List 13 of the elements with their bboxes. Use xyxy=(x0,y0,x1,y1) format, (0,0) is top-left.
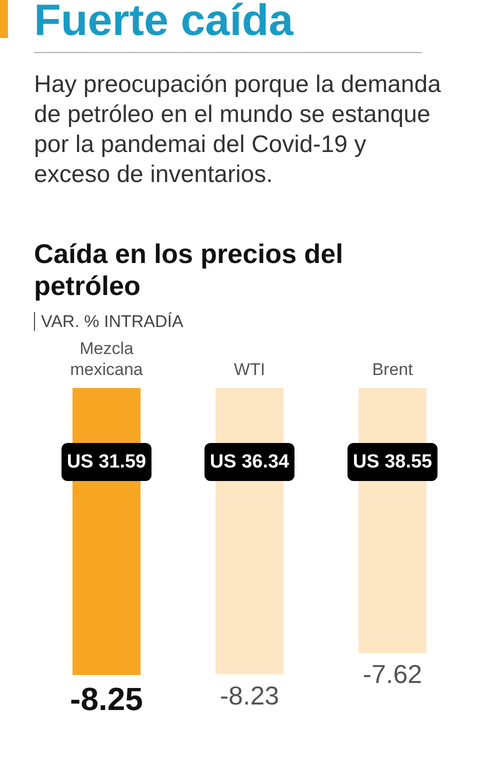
text: Caída en los precios del petróleo xyxy=(34,238,344,302)
data-label: -8.25 xyxy=(70,681,143,717)
chart-title: Fuerte caída xyxy=(34,0,294,46)
annotation: US 36.34 xyxy=(210,452,290,472)
x-tick-label: Brent xyxy=(372,360,414,379)
x-tick-label: Mezcla mexicana xyxy=(70,339,144,379)
annotation: US 31.59 xyxy=(66,452,146,472)
x-tick-label: WTI xyxy=(234,360,266,379)
data-label: -7.62 xyxy=(362,659,422,690)
y-axis-title: VAR. % INTRADÍA xyxy=(34,312,184,331)
annotation: US 38.55 xyxy=(352,452,433,472)
data-label: -8.23 xyxy=(220,680,280,710)
chart-subtitle: Hay preocupación porque la demanda de petróleo en el mundo se estanque por la pandemai del Covid-19 y exceso de inventarios. xyxy=(34,70,442,190)
